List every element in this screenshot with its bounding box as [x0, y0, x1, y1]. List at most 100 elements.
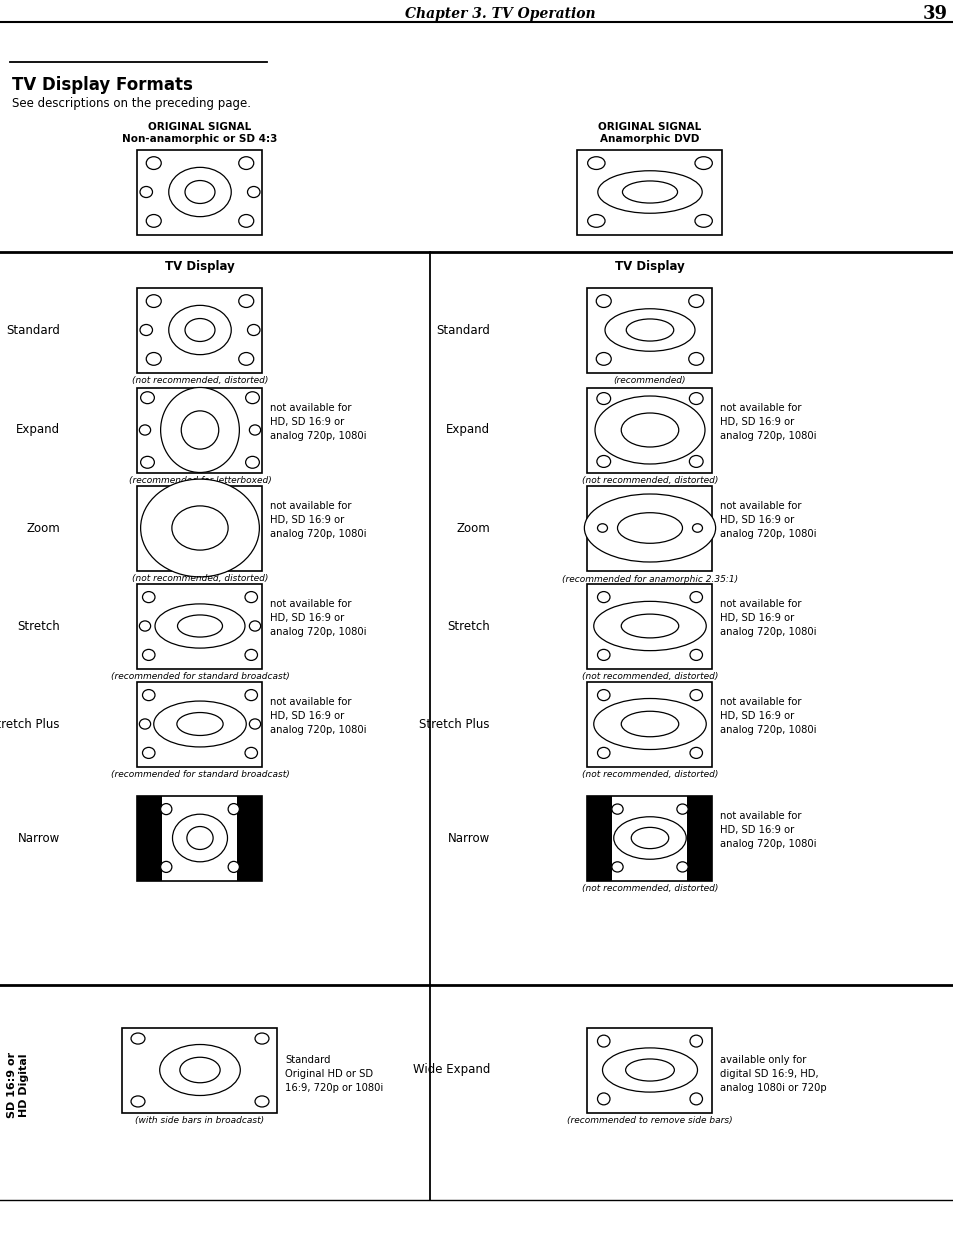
Text: Standard: Standard: [6, 324, 60, 336]
Ellipse shape: [185, 319, 214, 341]
Ellipse shape: [142, 747, 154, 758]
Ellipse shape: [245, 592, 257, 603]
Text: TV Display Formats: TV Display Formats: [12, 77, 193, 94]
Ellipse shape: [247, 325, 260, 336]
Bar: [587, 583, 712, 668]
Bar: [587, 1028, 712, 1113]
Ellipse shape: [593, 699, 705, 750]
Ellipse shape: [140, 479, 259, 577]
Ellipse shape: [139, 621, 151, 631]
Text: (with side bars in broadcast): (with side bars in broadcast): [135, 1116, 264, 1125]
Ellipse shape: [131, 1095, 145, 1107]
Ellipse shape: [688, 352, 703, 366]
Ellipse shape: [689, 689, 701, 700]
Ellipse shape: [160, 388, 239, 473]
Ellipse shape: [254, 1095, 269, 1107]
Ellipse shape: [146, 215, 161, 227]
Ellipse shape: [602, 1049, 697, 1092]
Ellipse shape: [621, 182, 677, 203]
Ellipse shape: [245, 689, 257, 700]
Ellipse shape: [689, 1035, 701, 1047]
Ellipse shape: [677, 804, 687, 814]
Ellipse shape: [169, 305, 231, 354]
Text: (not recommended, distorted): (not recommended, distorted): [581, 771, 718, 779]
Ellipse shape: [620, 711, 678, 737]
Text: Stretch Plus: Stretch Plus: [419, 718, 490, 730]
Text: (not recommended, distorted): (not recommended, distorted): [581, 477, 718, 485]
Bar: [237, 795, 262, 881]
Ellipse shape: [625, 1058, 674, 1081]
Bar: [137, 288, 262, 373]
Ellipse shape: [597, 393, 610, 405]
Ellipse shape: [677, 862, 687, 872]
Ellipse shape: [597, 524, 607, 532]
Ellipse shape: [176, 713, 223, 736]
Text: Zoom: Zoom: [456, 521, 490, 535]
Ellipse shape: [689, 747, 701, 758]
Ellipse shape: [593, 601, 705, 651]
Ellipse shape: [689, 393, 702, 405]
Ellipse shape: [694, 157, 712, 169]
Text: SD 16:9 or
HD Digital: SD 16:9 or HD Digital: [8, 1052, 29, 1118]
Ellipse shape: [140, 325, 152, 336]
Ellipse shape: [238, 352, 253, 366]
Text: not available for
HD, SD 16:9 or
analog 720p, 1080i: not available for HD, SD 16:9 or analog …: [720, 599, 816, 637]
Text: (not recommended, distorted): (not recommended, distorted): [132, 377, 268, 385]
Ellipse shape: [245, 747, 257, 758]
Text: (recommended to remove side bars): (recommended to remove side bars): [567, 1116, 732, 1125]
Text: not available for
HD, SD 16:9 or
analog 720p, 1080i: not available for HD, SD 16:9 or analog …: [271, 599, 367, 637]
Ellipse shape: [613, 816, 685, 860]
Text: Narrow: Narrow: [18, 831, 60, 845]
Ellipse shape: [154, 604, 245, 648]
Text: Stretch: Stretch: [447, 620, 490, 632]
Text: Chapter 3. TV Operation: Chapter 3. TV Operation: [404, 7, 595, 21]
Ellipse shape: [611, 804, 622, 814]
Text: (not recommended, distorted): (not recommended, distorted): [581, 884, 718, 893]
Bar: [137, 149, 262, 235]
Ellipse shape: [597, 592, 609, 603]
Text: TV Display: TV Display: [615, 261, 684, 273]
Text: not available for
HD, SD 16:9 or
analog 720p, 1080i: not available for HD, SD 16:9 or analog …: [720, 403, 816, 441]
Ellipse shape: [142, 650, 154, 661]
Bar: [137, 583, 262, 668]
Ellipse shape: [140, 186, 152, 198]
Ellipse shape: [247, 186, 260, 198]
Text: not available for
HD, SD 16:9 or
analog 720p, 1080i: not available for HD, SD 16:9 or analog …: [271, 501, 367, 538]
Ellipse shape: [245, 391, 259, 404]
Ellipse shape: [597, 747, 609, 758]
Text: (recommended for standard broadcast): (recommended for standard broadcast): [111, 771, 289, 779]
Ellipse shape: [172, 506, 228, 550]
Text: (recommended): (recommended): [613, 377, 685, 385]
Text: not available for
HD, SD 16:9 or
analog 720p, 1080i: not available for HD, SD 16:9 or analog …: [720, 811, 816, 848]
Ellipse shape: [617, 513, 681, 543]
Ellipse shape: [689, 592, 701, 603]
Ellipse shape: [142, 592, 154, 603]
Ellipse shape: [595, 396, 704, 464]
Text: available only for
digital SD 16:9, HD,
analog 1080i or 720p: available only for digital SD 16:9, HD, …: [720, 1055, 826, 1093]
Text: Stretch: Stretch: [17, 620, 60, 632]
Text: Stretch Plus: Stretch Plus: [0, 718, 60, 730]
Ellipse shape: [597, 456, 610, 467]
Ellipse shape: [159, 1045, 240, 1095]
Ellipse shape: [185, 180, 214, 204]
Ellipse shape: [694, 215, 712, 227]
Ellipse shape: [169, 168, 231, 216]
Ellipse shape: [172, 814, 227, 862]
Ellipse shape: [584, 494, 715, 562]
Text: 39: 39: [922, 5, 946, 23]
Ellipse shape: [160, 804, 172, 815]
Bar: [137, 682, 262, 767]
Ellipse shape: [625, 319, 673, 341]
Bar: [587, 288, 712, 373]
Text: Expand: Expand: [445, 424, 490, 436]
Ellipse shape: [228, 861, 239, 872]
Bar: [587, 682, 712, 767]
Text: Narrow: Narrow: [447, 831, 490, 845]
Bar: [122, 1028, 277, 1113]
Ellipse shape: [596, 352, 611, 366]
Text: See descriptions on the preceding page.: See descriptions on the preceding page.: [12, 98, 251, 110]
Ellipse shape: [177, 615, 222, 637]
Text: ORIGINAL SIGNAL: ORIGINAL SIGNAL: [149, 122, 252, 132]
Text: TV Display: TV Display: [165, 261, 234, 273]
Ellipse shape: [587, 157, 604, 169]
